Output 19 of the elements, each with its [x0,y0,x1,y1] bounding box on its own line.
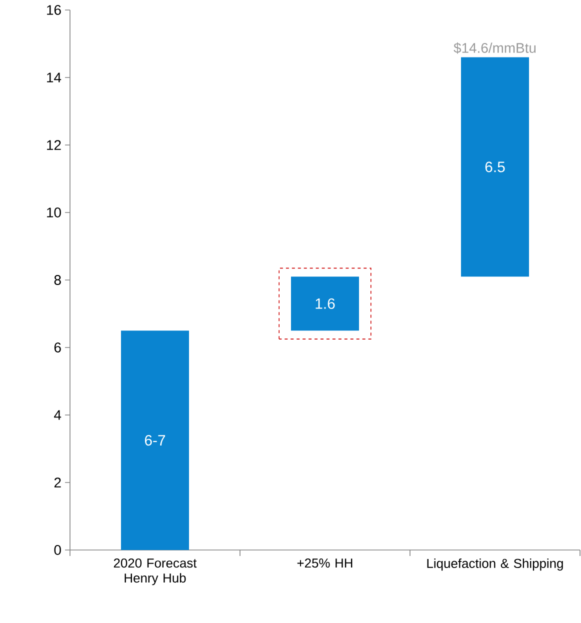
data-label: 1.6 [316,298,335,309]
y-tick-label: 16 [47,5,61,15]
bar [291,276,360,331]
y-tick-label: 2 [54,478,61,488]
y-tick-label: 4 [54,410,62,420]
y-tick-label: 12 [47,140,61,150]
y-tick-label: 6 [54,342,61,352]
y-tick-label: 14 [47,72,62,82]
y-tick-label: 0 [54,545,61,555]
x-tick-label: Liquefaction & Shipping [427,558,563,571]
data-label: 6-7 [144,435,166,446]
annotation: $14.6/mmBtu [454,42,536,54]
x-tick-label: +25% HH [297,558,352,568]
data-label: 6.5 [485,162,505,172]
x-tick-label: 2020 Forecast Henry Hub [114,558,197,586]
y-tick-label: 8 [54,275,61,285]
bar [461,57,530,277]
y-tick-label: 10 [47,208,61,218]
bar [121,330,190,550]
